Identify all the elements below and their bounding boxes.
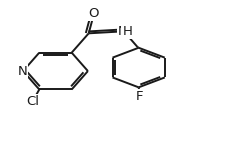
Text: O: O: [88, 7, 99, 20]
Text: N: N: [18, 65, 27, 78]
Text: Cl: Cl: [26, 95, 39, 108]
Text: H: H: [122, 25, 132, 38]
Text: N: N: [118, 25, 128, 38]
Text: F: F: [136, 90, 144, 103]
